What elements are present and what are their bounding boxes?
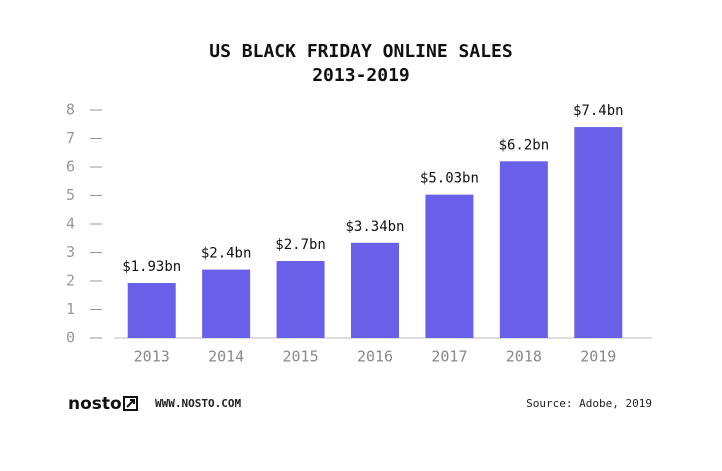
y-tick-label: 1 — [66, 300, 75, 318]
x-tick-label: 2017 — [431, 348, 467, 366]
y-tick-label: 8 — [66, 101, 75, 119]
x-tick-label: 2015 — [283, 348, 319, 366]
bar — [499, 161, 548, 338]
x-tick-label: 2018 — [506, 348, 542, 366]
data-label: $6.2bn — [499, 137, 550, 153]
y-tick-label: 5 — [66, 186, 75, 204]
y-tick-label: 4 — [66, 215, 75, 233]
bar — [202, 269, 251, 338]
y-tick-label: 0 — [66, 329, 75, 347]
bar — [127, 282, 176, 338]
data-label: $3.34bn — [345, 219, 404, 235]
y-tick-label: 3 — [66, 243, 75, 261]
y-tick-label: 7 — [66, 129, 75, 147]
footer-source: Source: Adobe, 2019 — [526, 397, 652, 410]
data-label: $1.93bn — [122, 259, 181, 275]
data-label: $7.4bn — [573, 103, 624, 119]
bar — [574, 127, 623, 338]
x-tick-label: 2013 — [134, 348, 170, 366]
data-label: $2.7bn — [275, 237, 326, 253]
x-tick-label: 2014 — [208, 348, 244, 366]
x-tick-label: 2019 — [580, 348, 616, 366]
chart-title: US BLACK FRIDAY ONLINE SALES — [209, 41, 512, 62]
bar — [351, 242, 399, 338]
x-tick-label: 2016 — [357, 348, 393, 366]
y-tick-label: 2 — [66, 272, 75, 290]
footer-url: WWW.NOSTO.COM — [155, 397, 241, 410]
icon-frame — [123, 396, 138, 411]
bar — [276, 261, 325, 338]
data-label: $5.03bn — [420, 171, 479, 187]
bar — [425, 194, 474, 338]
icon-arrow — [126, 399, 135, 408]
brand-logo: nosto — [68, 394, 122, 414]
data-label: $2.4bn — [201, 246, 252, 262]
brand-icon — [123, 396, 138, 411]
chart-subtitle: 2013-2019 — [312, 65, 410, 86]
y-tick-label: 6 — [66, 158, 75, 176]
